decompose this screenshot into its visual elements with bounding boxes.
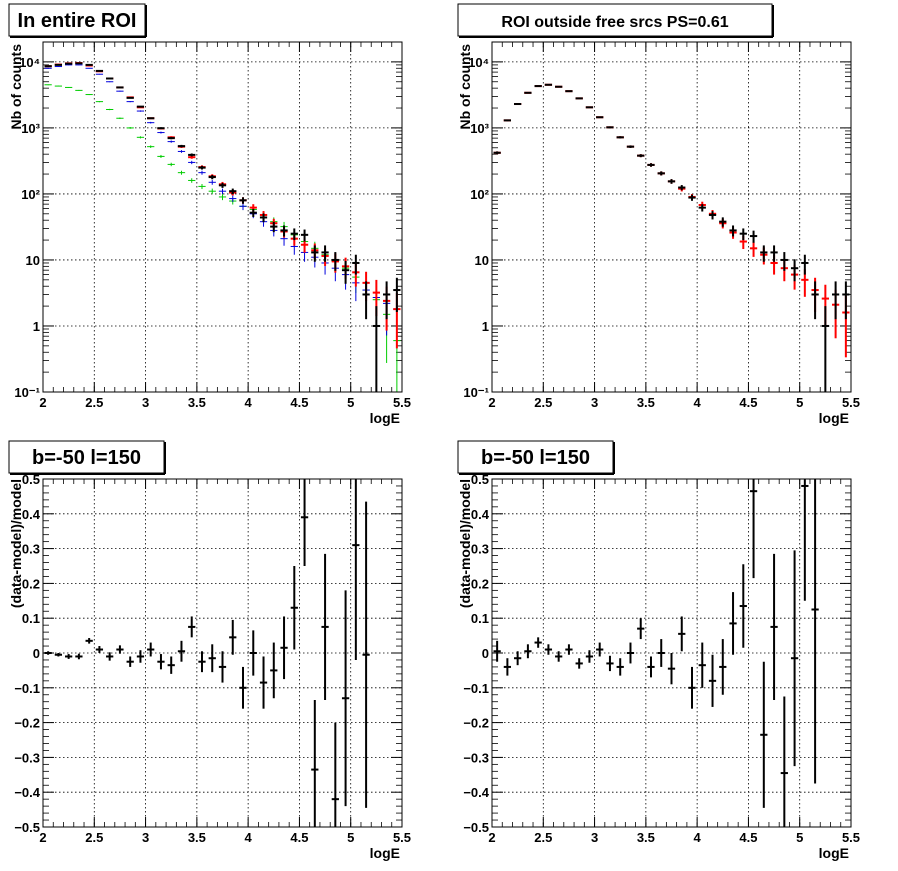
y-tick-label: −0.1 xyxy=(14,681,40,696)
chart-title: ROI outside free srcs PS=0.61 xyxy=(501,14,728,31)
y-tick-label: −0.3 xyxy=(14,750,40,765)
x-tick-label: 4 xyxy=(245,830,253,845)
x-tick-label: 5 xyxy=(796,395,803,410)
x-tick-label: 4.5 xyxy=(739,395,757,410)
y-tick-label: −0.4 xyxy=(14,785,40,800)
x-tick-label: 5 xyxy=(347,395,354,410)
chart-title: b=-50 l=150 xyxy=(32,447,141,469)
y-tick-label: 0.2 xyxy=(22,576,40,591)
y-axis-label: Nb of counts xyxy=(8,44,24,130)
y-tick-label: −0.5 xyxy=(463,820,489,835)
x-tick-label: 3.5 xyxy=(188,830,206,845)
x-tick-label: 3.5 xyxy=(637,830,655,845)
y-axis-label: Nb of counts xyxy=(457,44,473,130)
chart-title: In entire ROI xyxy=(18,10,137,32)
y-tick-label: 0.5 xyxy=(471,472,489,487)
chart-title-box: b=-50 l=150 xyxy=(8,440,166,475)
x-tick-label: 2 xyxy=(39,830,46,845)
y-tick-label: 0.2 xyxy=(471,576,489,591)
x-tick-label: 5.5 xyxy=(842,395,860,410)
x-axis-label: logE xyxy=(370,410,400,426)
x-tick-label: 4.5 xyxy=(739,830,757,845)
panel-4: 2 2.5 3 3.5 4 4.5 5 5.5 −0.5 −0.4 −0.3 −0.2 −0.1 0 0.1… xyxy=(457,440,860,861)
series-1 xyxy=(44,479,370,827)
y-tick-label: −0.1 xyxy=(463,681,489,696)
plot-frame xyxy=(42,478,403,828)
x-tick-label: 2.5 xyxy=(534,830,552,845)
y-tick-label: −0.5 xyxy=(14,820,40,835)
y-tick-label: 10⁴ xyxy=(19,55,40,70)
chart-title-box: In entire ROI xyxy=(8,3,147,38)
y-tick-label: −0.4 xyxy=(463,785,489,800)
x-tick-label: 2.5 xyxy=(85,395,103,410)
x-tick-label: 4.5 xyxy=(290,395,308,410)
x-tick-label: 3.5 xyxy=(188,395,206,410)
y-tick-label: 0.1 xyxy=(471,611,489,626)
y-tick-label: −0.2 xyxy=(14,716,40,731)
y-tick-label: 0.3 xyxy=(471,542,489,557)
title-frame xyxy=(8,3,146,37)
title-frame xyxy=(457,440,614,474)
y-axis-label: (data-model)/model xyxy=(8,479,24,608)
plot-frame xyxy=(491,41,852,393)
x-tick-label: 2.5 xyxy=(534,395,552,410)
x-axis-label: logE xyxy=(819,410,849,426)
chart-title-box: b=-50 l=150 xyxy=(457,440,615,475)
x-axis-label: logE xyxy=(819,845,849,861)
x-tick-label: 4.5 xyxy=(290,830,308,845)
y-tick-label: 0.4 xyxy=(471,507,490,522)
y-tick-label: 0.3 xyxy=(22,542,40,557)
x-tick-label: 3.5 xyxy=(637,395,655,410)
x-tick-label: 2 xyxy=(488,830,495,845)
y-tick-label: 10² xyxy=(470,187,489,202)
x-tick-label: 3 xyxy=(142,395,149,410)
y-axis-label: (data-model)/model xyxy=(457,479,473,608)
plot-area xyxy=(492,42,851,392)
x-tick-label: 4 xyxy=(694,395,702,410)
plot-frame xyxy=(491,478,852,828)
y-tick-label: 0.5 xyxy=(22,472,40,487)
x-tick-label: 4 xyxy=(694,830,702,845)
y-tick-label: 10³ xyxy=(21,121,40,136)
y-tick-label: −0.3 xyxy=(463,750,489,765)
y-tick-label: 10⁻¹ xyxy=(14,385,40,400)
y-tick-label: 10 xyxy=(475,253,489,268)
x-tick-label: 3 xyxy=(591,395,598,410)
y-tick-label: 10⁻¹ xyxy=(463,385,489,400)
y-tick-label: 0 xyxy=(482,646,489,661)
plot-area xyxy=(43,42,402,392)
chart-title-box: ROI outside free srcs PS=0.61 xyxy=(457,3,774,38)
panel-1: 2 2.5 3 3.5 4 4.5 5 5.5 10⁻¹ 1 10 10² 10³ 10⁴ In entir… xyxy=(8,3,411,426)
y-tick-label: 0.1 xyxy=(22,611,40,626)
x-axis-label: logE xyxy=(370,845,400,861)
y-tick-label: 0 xyxy=(33,646,40,661)
panel-3: 2 2.5 3 3.5 4 4.5 5 5.5 −0.5 −0.4 −0.3 −0.2 −0.1 0 0.1… xyxy=(8,440,411,861)
x-tick-label: 5 xyxy=(796,830,803,845)
series-4 xyxy=(44,62,401,392)
panel-2: 2 2.5 3 3.5 4 4.5 5 5.5 10⁻¹ 1 10 10² 10³ 10⁴ ROI outs… xyxy=(457,3,860,426)
y-tick-label: 10 xyxy=(26,253,40,268)
chart-title: b=-50 l=150 xyxy=(481,447,590,469)
y-tick-label: 1 xyxy=(482,319,489,334)
x-tick-label: 2.5 xyxy=(85,830,103,845)
x-tick-label: 2 xyxy=(488,395,495,410)
series-1 xyxy=(493,479,819,827)
x-tick-label: 5.5 xyxy=(393,830,411,845)
x-tick-label: 5.5 xyxy=(842,830,860,845)
x-tick-label: 3 xyxy=(142,830,149,845)
x-tick-label: 2 xyxy=(39,395,46,410)
y-tick-label: 10² xyxy=(21,187,40,202)
y-tick-label: 10³ xyxy=(470,121,489,136)
y-tick-label: 0.4 xyxy=(22,507,41,522)
plot-frame xyxy=(42,41,403,393)
series-2 xyxy=(493,83,850,392)
y-tick-label: 10⁴ xyxy=(468,55,489,70)
x-tick-label: 5.5 xyxy=(393,395,411,410)
y-tick-label: 1 xyxy=(33,319,40,334)
x-tick-label: 3 xyxy=(591,830,598,845)
y-tick-label: −0.2 xyxy=(463,716,489,731)
x-tick-label: 4 xyxy=(245,395,253,410)
x-tick-label: 5 xyxy=(347,830,354,845)
